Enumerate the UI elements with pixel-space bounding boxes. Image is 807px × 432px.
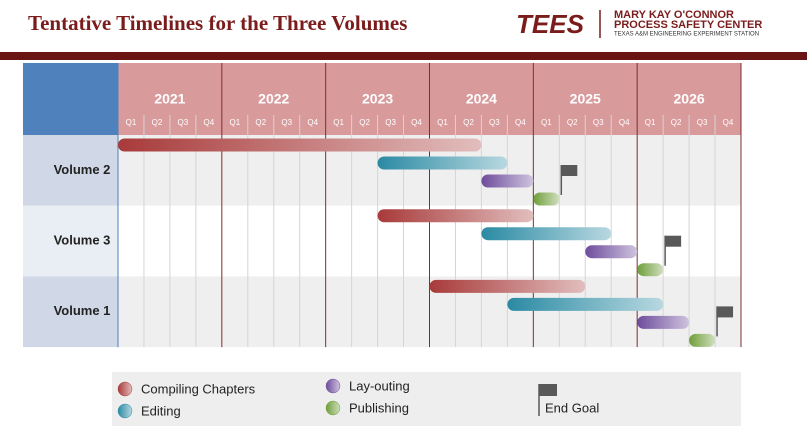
- end-goal-flag: [717, 306, 734, 318]
- year-label: 2023: [362, 91, 393, 107]
- row-label-cell: [23, 276, 118, 348]
- quarter-label: Q2: [567, 118, 578, 127]
- quarter-label: Q4: [204, 118, 215, 127]
- logo-line3: TEXAS A&M ENGINEERING EXPERIMENT STATION: [614, 32, 759, 38]
- end-goal-flag: [665, 235, 682, 247]
- quarter-label: Q2: [255, 118, 266, 127]
- quarter-label: Q2: [671, 118, 682, 127]
- row-label-cell: [23, 205, 118, 277]
- task-bar: [377, 209, 534, 223]
- task-bar: [637, 263, 664, 277]
- quarter-label: Q4: [619, 118, 630, 127]
- row-label-cell: [23, 135, 118, 206]
- quarter-label: Q3: [281, 118, 292, 127]
- quarter-label: Q3: [489, 118, 500, 127]
- legend-label: Compiling Chapters: [141, 381, 256, 396]
- legend-label: Lay-outing: [349, 378, 410, 393]
- year-label: 2025: [570, 91, 601, 107]
- quarter-label: Q1: [229, 118, 240, 127]
- legend-swatch: [325, 378, 341, 394]
- quarter-label: Q1: [645, 118, 656, 127]
- task-bar: [377, 156, 508, 170]
- corner-cell: [23, 63, 118, 135]
- quarter-label: Q3: [385, 118, 396, 127]
- header-bar: [0, 52, 807, 60]
- legend-label: Publishing: [349, 400, 409, 415]
- end-goal-flag: [561, 165, 578, 176]
- row-label: Volume 3: [54, 232, 111, 247]
- row-label: Volume 2: [54, 162, 111, 177]
- year-label: 2026: [674, 91, 705, 107]
- legend-swatch: [117, 381, 133, 397]
- quarter-label: Q3: [178, 118, 189, 127]
- quarter-label: Q1: [437, 118, 448, 127]
- quarter-label: Q2: [359, 118, 370, 127]
- task-bar: [507, 297, 664, 311]
- logo-line2: PROCESS SAFETY CENTER: [614, 19, 762, 31]
- quarter-label: Q3: [697, 118, 708, 127]
- legend-swatch: [117, 403, 133, 419]
- legend-label: End Goal: [545, 400, 599, 415]
- year-label: 2021: [154, 91, 185, 107]
- legend-flag: [539, 384, 557, 396]
- quarter-label: Q2: [463, 118, 474, 127]
- task-bar: [637, 315, 690, 329]
- task-bar: [689, 333, 716, 347]
- quarter-label: Q1: [126, 118, 137, 127]
- legend-label: Editing: [141, 403, 181, 418]
- slide-title: Tentative Timelines for the Three Volume…: [28, 11, 407, 35]
- logo-mark: TEES: [516, 9, 585, 39]
- year-label: 2024: [466, 91, 497, 107]
- quarter-label: Q1: [333, 118, 344, 127]
- task-bar: [118, 138, 482, 152]
- task-bar: [533, 192, 560, 206]
- row-label: Volume 1: [54, 303, 111, 318]
- task-bar: [481, 174, 534, 188]
- task-bar: [481, 227, 612, 241]
- logo-line1: MARY KAY O'CONNOR: [614, 9, 734, 21]
- legend-swatch: [325, 400, 341, 416]
- task-bar: [585, 245, 638, 259]
- quarter-label: Q1: [541, 118, 552, 127]
- quarter-label: Q4: [515, 118, 526, 127]
- quarter-label: Q3: [593, 118, 604, 127]
- quarter-label: Q4: [411, 118, 422, 127]
- quarter-label: Q2: [152, 118, 163, 127]
- quarter-label: Q4: [307, 118, 318, 127]
- year-label: 2022: [258, 91, 289, 107]
- legend-box: [112, 372, 741, 426]
- task-bar: [429, 279, 586, 293]
- quarter-label: Q4: [723, 118, 734, 127]
